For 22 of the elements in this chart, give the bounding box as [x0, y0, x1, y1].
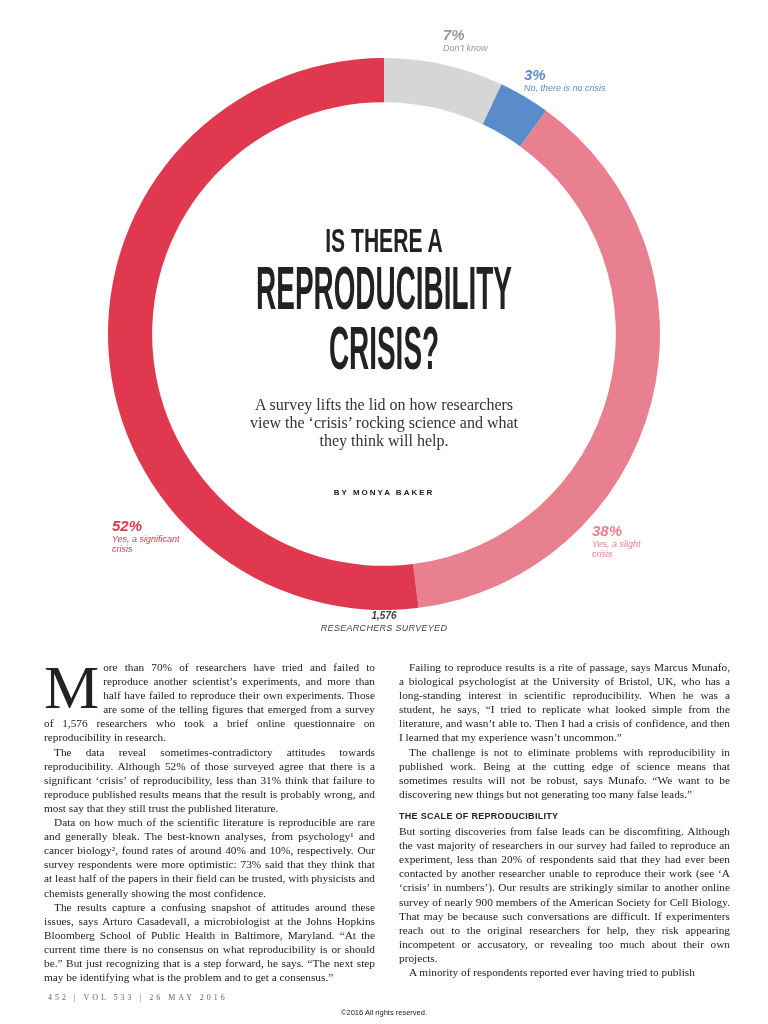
text: The data reveal sometimes-contradictory attitudes towards reproducibility. Although 52% of those surveyed agree that there is a significant ‘crisis’ of reproducibility, less than 31% think that failure to reproduce published results means that the result is probably wrong, and most say that they still trust the published literature.	[44, 744, 375, 816]
text: A survey lifts the lid on how researchers view the ‘crisis’ rocking science and what they think will help.	[249, 396, 519, 450]
text: Failing to reproduce results is a rite of passage, says Marcus Munafo, a biological psychologist at the University of Bristol, UK, who has a long-standing interest in scientific reproducibility. When he was a student, he says, “I tried to replicate what looked simple from the literature, and wasn’t able to. Then I had a crisis of confidence, and then I learned that my experience wasn’t uncommon.”	[399, 660, 730, 745]
text: RESEARCHERS SURVEYED	[319, 623, 449, 633]
text: A minority of respondents reported ever having tried to publish	[408, 964, 696, 980]
text: But sorting discoveries from false leads can be discomfiting. Although the vast majority of researchers in our survey had failed to reproduce an experiment, less than 20% of respondents said that they had ever been contacted by another researcher unable to reproduce their work (see ‘A ‘crisis’ in numbers’). Our results are strikingly similar to another online survey of nearly 900 members of the American Society for Cell Biology. That may be because such conversations are difficult. If experimenters reach out to the original researchers for help, they risk appearing incompetent or accusatory, or revealing too much about their own projects.	[399, 825, 730, 964]
data-label: 52%	[112, 517, 143, 534]
text: 452 | VOL 533 | 26 MAY 2016	[48, 993, 228, 1002]
slice-label: No, there is no crisis	[524, 83, 607, 93]
data-label: 7%	[443, 26, 465, 43]
data-label: 38%	[592, 522, 623, 539]
text: IS THERE A REPRODUCIBILITY CRISIS?	[256, 221, 512, 382]
slice-label: Yes, a slight crisis	[592, 539, 642, 559]
text: THE SCALE OF REPRODUCIBILITY	[399, 809, 560, 823]
text: The challenge is not to eliminate problems with reproducibility in published work. Being at the cutting edge of science means that sometimes results will not be robust, says Munafo. “We want to be discovering new things but not generating too many false leads.”	[399, 744, 730, 801]
text: 1,576	[370, 610, 398, 621]
data-label: 3%	[524, 66, 546, 83]
text: BY MONYA BAKER	[332, 488, 436, 497]
slice-label: Don’t know	[443, 43, 489, 53]
slice-label: Yes, a significant crisis	[112, 534, 181, 554]
text: Data on how much of the scientific literature is reproducible are rare and generally bleak. The best-known analyses, from psychology¹ and cancer biology², found rates of around 40% and 10%, respectively. Our survey respondents were more optimistic: 73% said that they think that at least half of the papers in their field can be trusted, with physicists and chemists generally showing the most confidence.	[44, 815, 375, 900]
text: The results capture a confusing snapshot of attitudes around these issues, says Arturo Casadevall, a microbiologist at the Johns Hopkins Bloomberg School of Public Health in Baltimore, Maryland. “At the current time there is no consensus on what reproducibility is or should be.” But just recognizing that is a step forward, he says. “The next step may be identifying what is the problem and to get a consensus.”	[44, 899, 375, 985]
